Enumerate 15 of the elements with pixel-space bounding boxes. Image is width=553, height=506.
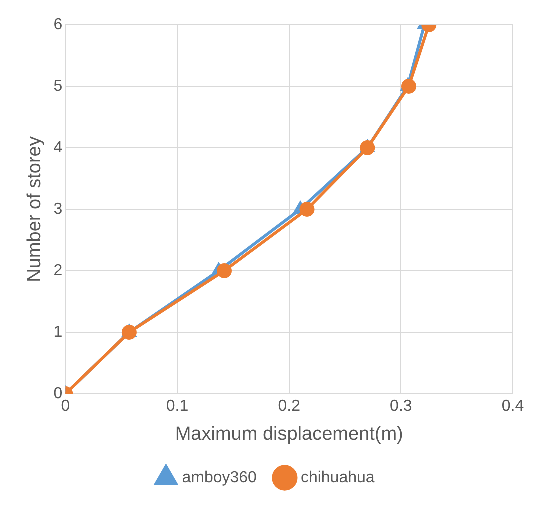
legend-label: amboy360 bbox=[182, 469, 258, 486]
x-axis-title: Maximum displacement(m) bbox=[175, 424, 404, 445]
y-tick-label: 5 bbox=[54, 78, 63, 95]
y-tick-label: 4 bbox=[54, 139, 63, 156]
legend-label: chihuahua bbox=[300, 469, 375, 486]
y-tick-label: 1 bbox=[54, 324, 63, 341]
x-tick-label: 0.3 bbox=[390, 398, 412, 416]
x-tick-label: 0.2 bbox=[278, 398, 301, 416]
y-tick-label: 0 bbox=[54, 385, 63, 402]
x-tick-label: 0.1 bbox=[166, 398, 189, 416]
x-tick-label: 0.4 bbox=[502, 398, 524, 416]
y-tick-label: 6 bbox=[54, 16, 63, 34]
y-axis-title: Number of storey bbox=[24, 136, 46, 282]
y-tick-label: 2 bbox=[54, 262, 63, 280]
y-tick-label: 3 bbox=[54, 200, 63, 218]
